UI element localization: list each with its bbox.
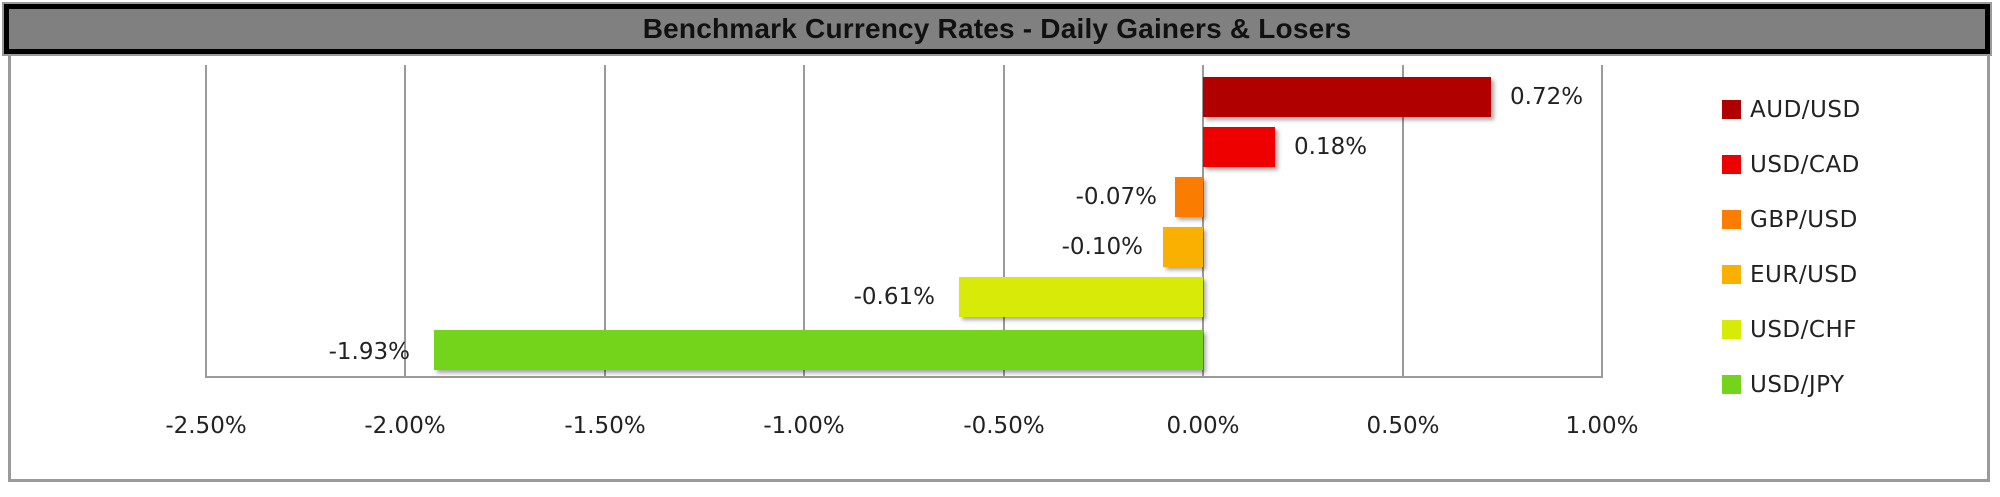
chart-title: Benchmark Currency Rates - Daily Gainers… xyxy=(642,13,1352,44)
legend-swatch-icon xyxy=(1722,100,1741,119)
bar-label-aud-usd: 0.72% xyxy=(1510,84,1584,110)
x-tick-label: 0.00% xyxy=(1166,413,1240,439)
legend: AUD/USD USD/CAD GBP/USD EUR/USD USD/CHF … xyxy=(1722,82,1861,412)
gridline xyxy=(1003,65,1005,378)
x-tick-label: -2.50% xyxy=(165,413,247,439)
bar-eur-usd xyxy=(1163,227,1203,267)
x-tick-label: -1.50% xyxy=(564,413,646,439)
legend-item-aud-usd: AUD/USD xyxy=(1722,82,1861,137)
gridline xyxy=(1202,65,1204,378)
legend-swatch-icon xyxy=(1722,265,1741,284)
bar-gbp-usd xyxy=(1175,177,1203,217)
legend-label: USD/CAD xyxy=(1750,151,1860,178)
gridline xyxy=(1402,65,1404,378)
gridline xyxy=(604,65,606,378)
legend-item-usd-chf: USD/CHF xyxy=(1722,302,1861,357)
gridline xyxy=(803,65,805,378)
x-tick-label: -1.00% xyxy=(763,413,845,439)
legend-item-eur-usd: EUR/USD xyxy=(1722,247,1861,302)
x-tick-label: -0.50% xyxy=(963,413,1045,439)
legend-item-usd-cad: USD/CAD xyxy=(1722,137,1861,192)
bar-usd-cad xyxy=(1203,127,1275,167)
bar-label-usd-cad: 0.18% xyxy=(1294,134,1368,160)
legend-label: GBP/USD xyxy=(1750,206,1858,233)
legend-item-gbp-usd: GBP/USD xyxy=(1722,192,1861,247)
legend-swatch-icon xyxy=(1722,320,1741,339)
chart-frame xyxy=(8,50,1990,482)
legend-label: EUR/USD xyxy=(1750,261,1858,288)
legend-swatch-icon xyxy=(1722,375,1741,394)
x-tick-label: 0.50% xyxy=(1366,413,1440,439)
bar-label-eur-usd: -0.10% xyxy=(1061,234,1143,260)
bar-aud-usd xyxy=(1203,77,1491,117)
bar-label-usd-jpy: -1.93% xyxy=(328,339,410,365)
plot-area xyxy=(205,65,1603,378)
bar-usd-jpy xyxy=(434,330,1203,370)
x-tick-label: -2.00% xyxy=(364,413,446,439)
legend-item-usd-jpy: USD/JPY xyxy=(1722,357,1861,412)
bar-usd-chf xyxy=(959,277,1203,317)
legend-swatch-icon xyxy=(1722,210,1741,229)
legend-label: USD/CHF xyxy=(1750,316,1857,343)
legend-label: USD/JPY xyxy=(1750,371,1845,398)
x-tick-label: 1.00% xyxy=(1565,413,1639,439)
gridline xyxy=(404,65,406,378)
bar-label-gbp-usd: -0.07% xyxy=(1075,184,1157,210)
chart-title-bar: Benchmark Currency Rates - Daily Gainers… xyxy=(4,4,1990,54)
legend-label: AUD/USD xyxy=(1750,96,1861,123)
legend-swatch-icon xyxy=(1722,155,1741,174)
bar-label-usd-chf: -0.61% xyxy=(853,284,935,310)
